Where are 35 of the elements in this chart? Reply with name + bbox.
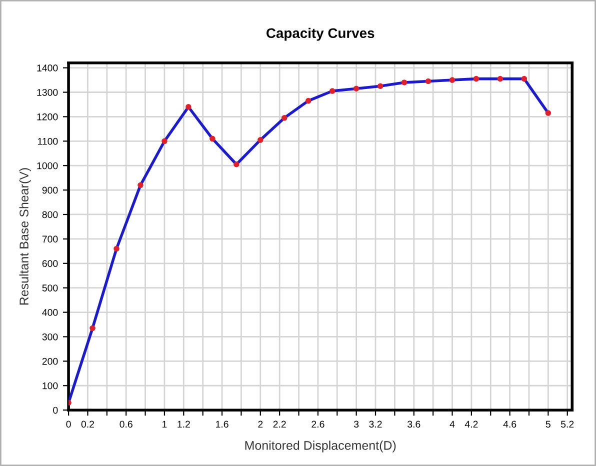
x-tick-label: 0 — [66, 420, 71, 428]
y-tick-label: 200 — [42, 358, 58, 365]
x-tick-label: 2.6 — [312, 420, 324, 428]
x-tick-label: 1.6 — [216, 420, 228, 428]
y-axis-title: Resultant Base Shear(V) — [19, 168, 31, 305]
x-tick-label: 2 — [258, 420, 263, 428]
x-tick-label: 2.2 — [273, 420, 286, 428]
chart-title: Capacity Curves — [266, 28, 374, 41]
y-tick-label: 1100 — [38, 138, 58, 145]
x-tick-label: 3.6 — [407, 420, 420, 428]
x-tick-label: 1 — [162, 420, 167, 428]
y-tick-label: 700 — [42, 236, 58, 243]
x-tick-label: 1.2 — [178, 420, 190, 428]
y-tick-label: 1400 — [37, 64, 58, 72]
y-tick-label: 1000 — [37, 162, 58, 170]
x-tick-label: 4 — [450, 420, 455, 428]
y-tick-label: 500 — [42, 284, 58, 292]
x-tick-label: 5 — [546, 420, 550, 428]
y-tick-label: 0 — [53, 406, 58, 414]
y-tick-label: 900 — [42, 186, 58, 194]
y-tick-label: 300 — [42, 333, 58, 340]
y-tick-label: 400 — [42, 309, 58, 316]
x-tick-label: 3 — [354, 420, 359, 428]
y-tick-label: 800 — [42, 211, 58, 218]
x-tick-label: 3.2 — [369, 420, 382, 428]
y-tick-label: 600 — [42, 260, 58, 268]
x-tick-label: 5.2 — [560, 420, 574, 428]
x-axis-title: Monitored Displacement(D) — [245, 440, 396, 452]
x-tick-label: 4.6 — [503, 420, 516, 428]
y-tick-label: 1300 — [37, 88, 58, 96]
y-tick-label: 100 — [42, 382, 58, 390]
x-tick-label: 4.2 — [464, 420, 478, 428]
y-tick-label: 1200 — [37, 113, 58, 120]
x-tick-label: 0.2 — [81, 420, 94, 428]
x-tick-label: 0.6 — [120, 420, 132, 428]
